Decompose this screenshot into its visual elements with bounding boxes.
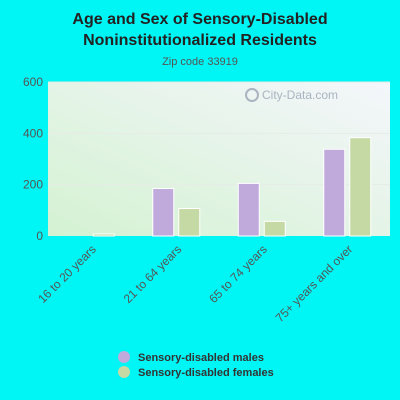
x-axis: 16 to 20 years 21 to 64 years 65 to 74 yea… xyxy=(35,242,355,325)
bars xyxy=(92,137,372,237)
y-tick-label: 600 xyxy=(23,75,43,89)
legend-label-females: Sensory-disabled females xyxy=(138,367,274,379)
legend-swatch-males xyxy=(118,351,130,363)
bar-males xyxy=(152,188,175,237)
legend: Sensory-disabled males Sensory-disabled … xyxy=(118,351,274,379)
bar-males xyxy=(237,182,260,237)
bar-females xyxy=(349,137,372,237)
bar-females xyxy=(178,208,201,237)
legend-label-males: Sensory-disabled males xyxy=(138,352,264,364)
chart-subtitle: Zip code 33919 xyxy=(162,56,238,68)
x-tick-label: 65 to 74 years xyxy=(206,242,270,306)
y-tick-label: 200 xyxy=(23,178,43,192)
y-axis: 0 200 400 600 xyxy=(23,75,43,243)
chart-title-line2: Noninstitutionalized Residents xyxy=(83,32,317,49)
y-tick-label: 0 xyxy=(36,229,43,243)
chart-title-line1: Age and Sex of Sensory-Disabled xyxy=(72,11,327,28)
x-tick-label: 75+ years and over xyxy=(273,242,356,325)
bar-females xyxy=(92,233,115,237)
legend-swatch-females xyxy=(118,366,130,378)
bar-males xyxy=(323,148,346,237)
watermark-icon xyxy=(245,88,259,102)
x-tick-label: 21 to 64 years xyxy=(121,242,185,306)
watermark-text: City-Data.com xyxy=(262,88,338,102)
watermark: City-Data.com xyxy=(245,88,338,102)
y-tick-label: 400 xyxy=(23,126,43,140)
x-tick-label: 16 to 20 years xyxy=(35,242,99,306)
bar-females xyxy=(263,220,286,237)
